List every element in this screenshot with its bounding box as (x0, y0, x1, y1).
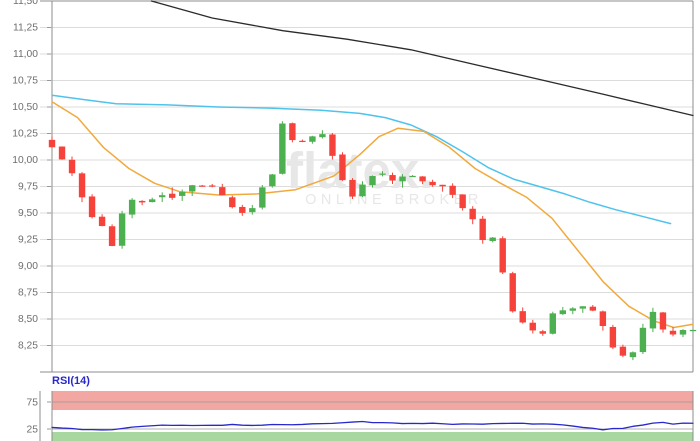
svg-text:11,25: 11,25 (13, 23, 38, 34)
svg-text:8,25: 8,25 (18, 341, 38, 352)
svg-text:9,75: 9,75 (18, 182, 38, 193)
svg-text:RSI(14): RSI(14) (52, 375, 90, 387)
svg-text:9,25: 9,25 (18, 235, 38, 246)
svg-text:9,50: 9,50 (18, 208, 38, 219)
svg-text:10,75: 10,75 (12, 76, 38, 87)
svg-text:75: 75 (27, 398, 39, 409)
svg-text:9,00: 9,00 (18, 261, 38, 272)
svg-text:8,75: 8,75 (18, 288, 38, 299)
svg-text:10,50: 10,50 (12, 102, 38, 113)
svg-text:8,50: 8,50 (18, 314, 38, 325)
svg-text:11,50: 11,50 (13, 0, 38, 7)
svg-text:25: 25 (27, 425, 39, 436)
svg-text:11,00: 11,00 (13, 49, 38, 60)
svg-text:ONLINE BROKER: ONLINE BROKER (305, 192, 483, 208)
svg-text:10,25: 10,25 (12, 129, 38, 140)
svg-text:10,00: 10,00 (12, 155, 38, 166)
